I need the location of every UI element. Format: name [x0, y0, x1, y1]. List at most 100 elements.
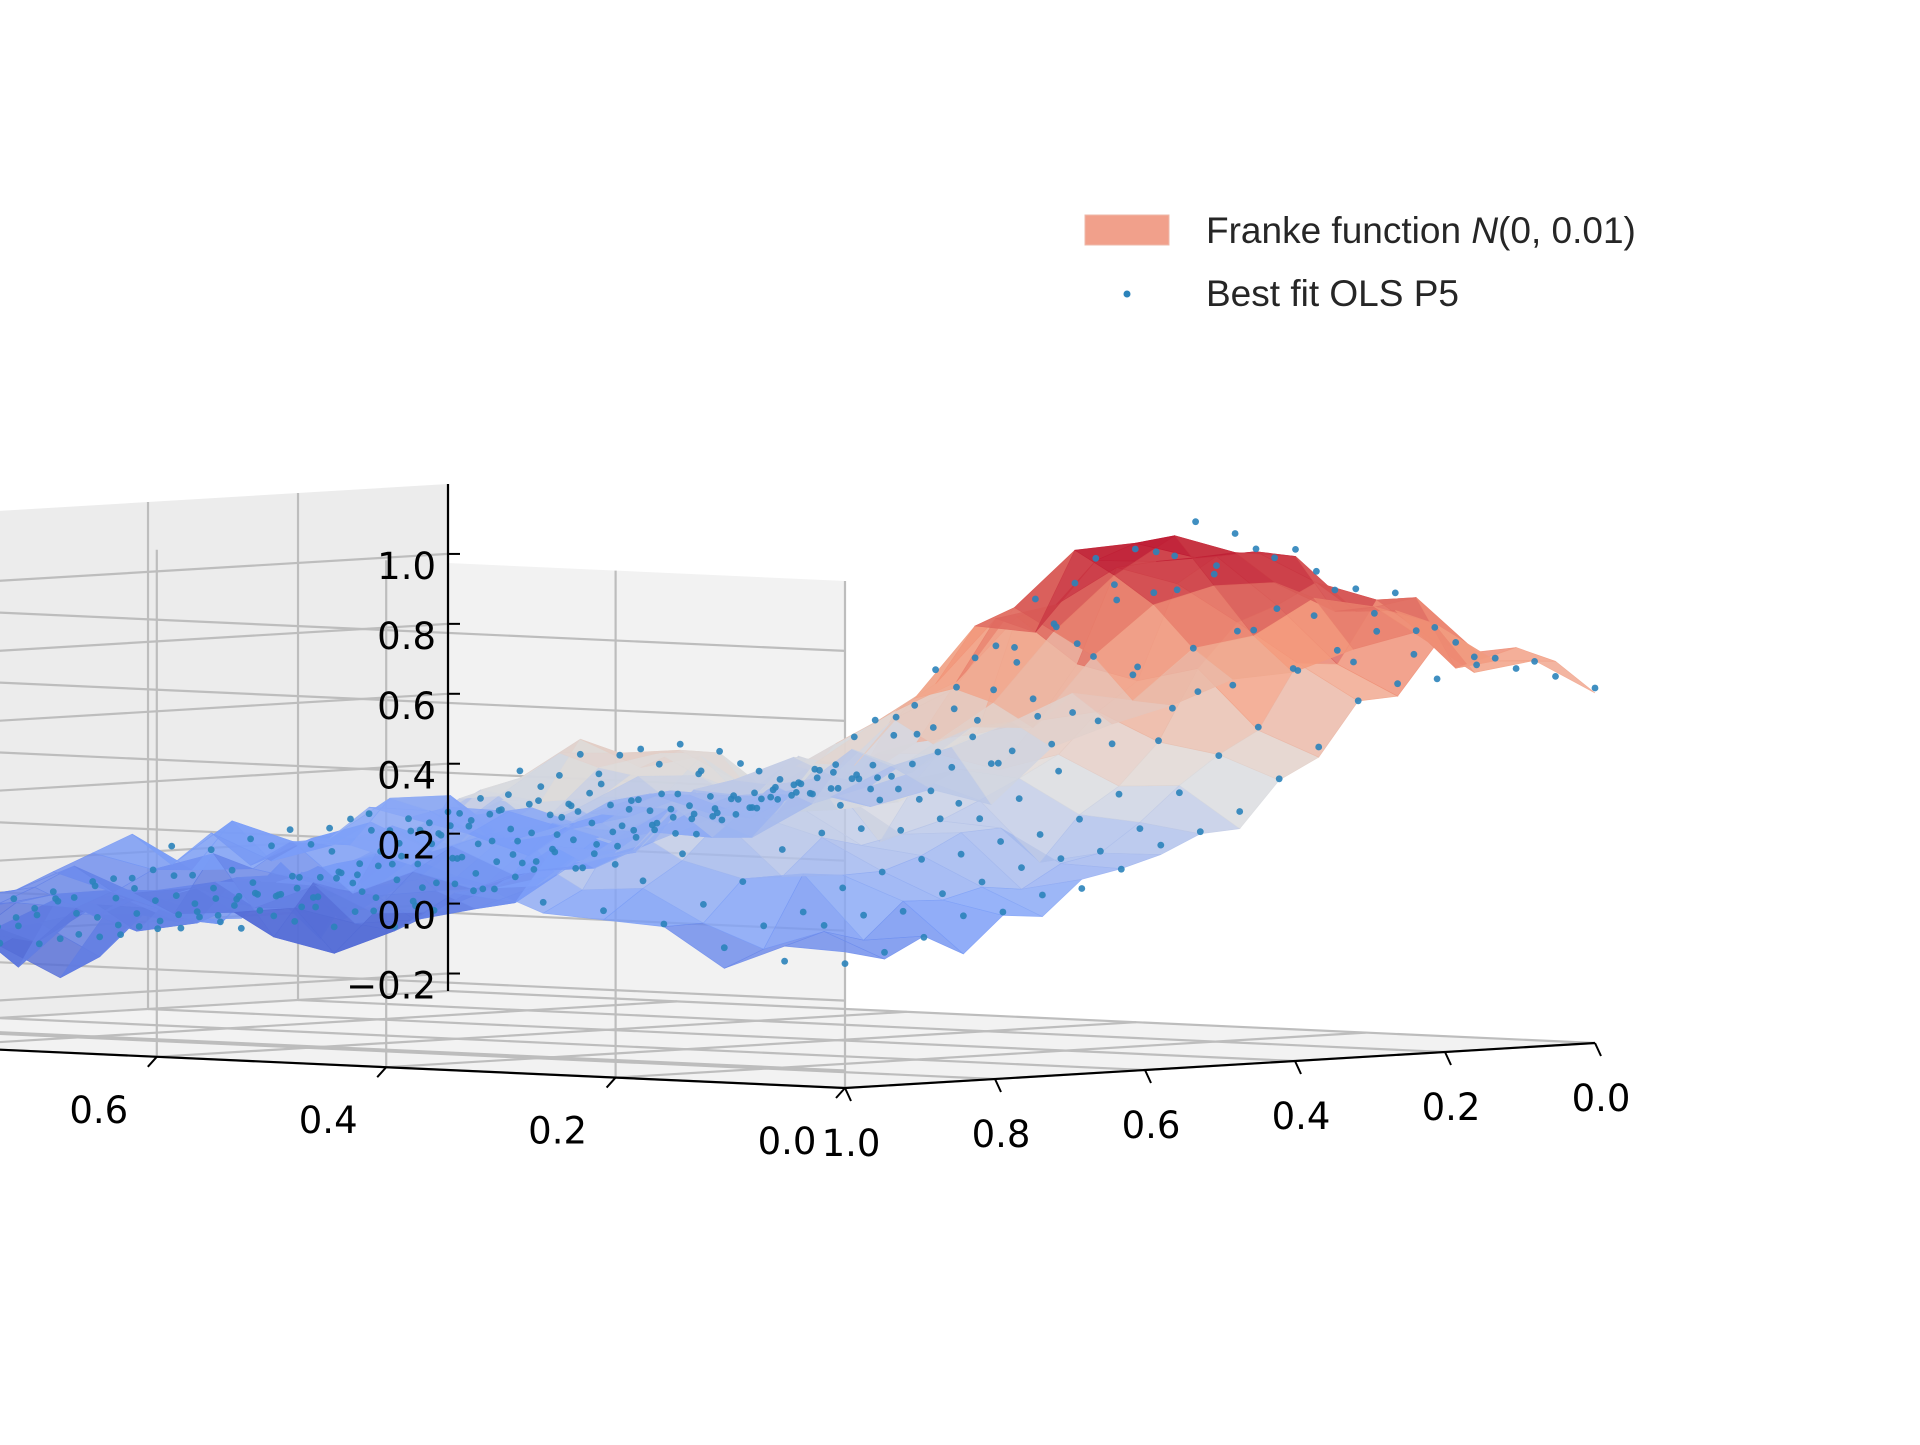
fit-point: [1071, 579, 1079, 587]
fit-point: [1196, 828, 1204, 836]
fit-point: [286, 826, 294, 833]
fit-point: [1073, 640, 1081, 647]
fit-point: [1350, 658, 1357, 666]
fit-point: [567, 802, 575, 810]
fit-point: [1171, 552, 1179, 560]
fit-point: [1129, 671, 1137, 679]
fit-point: [1052, 623, 1060, 631]
fit-point: [1136, 825, 1144, 832]
fit-point: [70, 894, 78, 901]
fit-point: [655, 760, 663, 768]
fit-point: [337, 869, 345, 877]
fit-point: [1069, 709, 1076, 716]
fit-point: [590, 850, 598, 858]
fit-point: [207, 846, 215, 854]
fit-point: [832, 761, 840, 768]
x-tick: [1144, 1069, 1152, 1084]
fit-point: [1452, 639, 1460, 646]
fit-point: [911, 701, 919, 709]
fit-point: [676, 740, 684, 748]
fit-point: [247, 835, 255, 843]
fit-point: [477, 795, 484, 802]
axis-lines: [0, 484, 1596, 1090]
fit-point: [1236, 808, 1244, 815]
fit-point: [407, 827, 415, 835]
fit-point: [349, 879, 357, 887]
fit-point: [511, 873, 519, 881]
fit-point: [1213, 562, 1220, 569]
fit-point: [781, 957, 788, 965]
fit-point: [458, 853, 466, 861]
fit-point: [437, 831, 445, 839]
fit-point: [899, 907, 907, 915]
x-tick-label: 1.0: [822, 1122, 881, 1165]
fit-point: [1591, 684, 1599, 692]
fit-point: [697, 767, 705, 775]
fit-point: [957, 850, 965, 858]
fit-point: [827, 785, 835, 792]
fit-point: [12, 914, 20, 921]
fit-point: [767, 793, 775, 801]
fit-point: [356, 860, 364, 868]
fit-point: [637, 745, 645, 753]
fit-point: [326, 824, 333, 832]
fit-point: [718, 816, 726, 824]
fit-point: [210, 884, 217, 892]
fit-point: [616, 751, 624, 759]
fit-point: [639, 877, 647, 885]
fit-point: [128, 874, 136, 882]
fit-point: [997, 838, 1004, 845]
fit-point: [374, 862, 382, 870]
fit-point: [1117, 865, 1125, 873]
fit-point: [667, 805, 675, 813]
fit-point: [498, 806, 505, 814]
legend-surface-label: Franke function N(0, 0.01): [1206, 210, 1636, 251]
z-tick-label: 0.2: [377, 825, 436, 868]
gridline-y-floor: [156, 1010, 907, 1058]
fit-point: [1113, 596, 1121, 604]
x-tick-label: 0.8: [972, 1113, 1031, 1156]
fit-point: [809, 790, 816, 798]
fit-point: [1250, 626, 1258, 634]
fit-point: [537, 783, 545, 790]
fit-point: [693, 830, 700, 838]
fit-point: [948, 763, 956, 771]
fit-point: [1531, 658, 1538, 665]
x-tick-label: 0.4: [1272, 1095, 1331, 1138]
y-tick-label: 0.0: [758, 1120, 817, 1163]
gridline-z: [0, 552, 846, 652]
fit-point: [96, 933, 104, 941]
z-tick-label: 0.4: [377, 755, 436, 798]
fit-point: [391, 923, 398, 930]
y-tick-label: 0.6: [69, 1089, 128, 1132]
fit-point: [291, 918, 299, 925]
fit-point: [1273, 605, 1281, 612]
fit-point: [600, 907, 607, 915]
fit-point: [1292, 546, 1299, 553]
fit-point: [579, 864, 586, 872]
fit-point: [33, 911, 41, 919]
franke-surface: [0, 535, 1596, 979]
fit-point: [296, 874, 303, 881]
fit-point: [913, 730, 921, 738]
axis-ticks: 0.00.20.40.60.81.00.00.20.40.60.81.0−0.2…: [69, 545, 1630, 1165]
fit-point: [1036, 831, 1044, 838]
fit-point: [586, 789, 593, 797]
fit-point: [237, 924, 245, 932]
fit-point: [486, 810, 494, 818]
fit-point: [328, 848, 336, 855]
fit-point: [839, 884, 847, 892]
fit-point: [874, 774, 881, 781]
fit-point: [372, 894, 380, 901]
fit-point: [1134, 663, 1141, 671]
fit-point: [1097, 847, 1104, 855]
fit-point: [1078, 885, 1086, 892]
fit-point: [570, 836, 577, 844]
fit-point: [909, 760, 916, 768]
fit-point: [737, 760, 744, 767]
fit-point: [651, 826, 658, 834]
fit-point: [588, 819, 596, 827]
fit-point: [112, 894, 120, 902]
fit-point: [405, 815, 412, 823]
fit-point: [755, 767, 763, 775]
